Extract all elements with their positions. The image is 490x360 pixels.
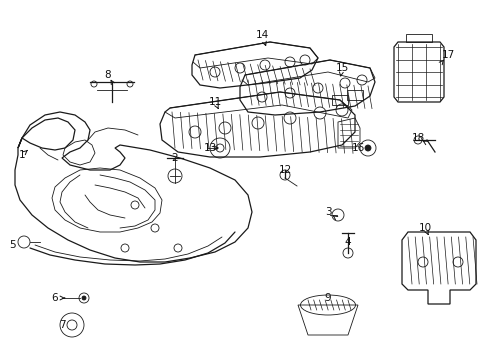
Text: 11: 11 [208,97,221,107]
Text: 1: 1 [19,150,25,160]
Text: 14: 14 [255,30,269,40]
Text: 18: 18 [412,133,425,143]
Text: 12: 12 [278,165,292,175]
Circle shape [82,296,86,300]
Text: 17: 17 [441,50,455,60]
Text: 16: 16 [351,143,365,153]
Text: 13: 13 [203,143,217,153]
Text: 3: 3 [325,207,331,217]
Text: 10: 10 [418,223,432,233]
Text: 9: 9 [325,293,331,303]
Circle shape [365,145,371,151]
Text: 7: 7 [59,320,65,330]
Text: 8: 8 [105,70,111,80]
Text: 5: 5 [9,240,15,250]
Text: 4: 4 [344,237,351,247]
Text: 6: 6 [51,293,58,303]
Text: 15: 15 [335,63,348,73]
Text: 2: 2 [172,153,178,163]
